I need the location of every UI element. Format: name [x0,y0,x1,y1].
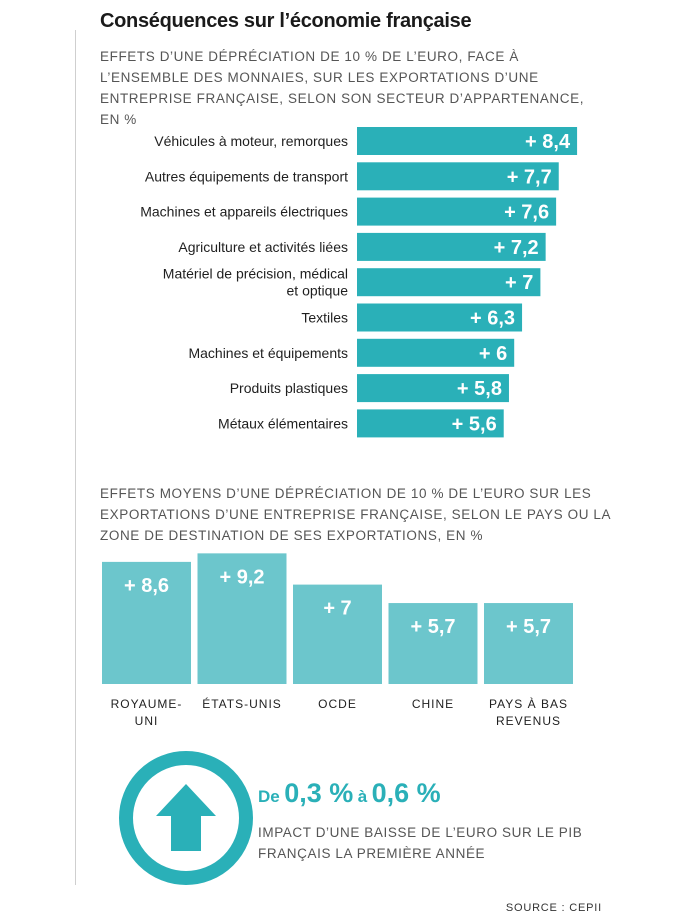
sector-bar-value: + 7,7 [507,166,552,188]
sector-bar-value: + 7,2 [494,237,539,259]
destination-bar-value: + 9,2 [219,566,264,588]
sector-bar-chart: + 8,4 Véhicules à moteur, remorques + 7,7 A… [140,127,578,438]
destination-bar-value: + 5,7 [506,616,551,638]
chart2-subtitle: EFFETS MOYENS D’UNE DÉPRÉCIATION DE 10 %… [100,486,611,543]
impact-low: 0,3 % [284,778,354,808]
sector-label: Métaux élémentaires [218,415,348,431]
sector-bar [357,374,509,403]
chart1-subtitle: EFFETS D’UNE DÉPRÉCIATION DE 10 % DE L’E… [100,49,585,127]
sector-bar [357,127,578,155]
destination-bar [197,553,287,684]
sector-bar [357,232,546,261]
destination-bar-chart: + 8,6 ROYAUME- UNI + 9,2 ÉTATS-UNIS + 7 OCDE + … [102,553,573,728]
destination-label: ROYAUME- [111,697,183,711]
page-title: Conséquences sur l’économie française [100,10,472,32]
destination-label: UNI [135,714,159,728]
impact-caption: IMPACT D’UNE BAISSE DE L’EURO SUR LE PIB… [258,825,583,861]
sector-label: et optique [287,283,349,299]
sector-label: Véhicules à moteur, remorques [154,133,348,149]
sector-label: Agriculture et activités liées [178,239,348,255]
destination-label: REVENUS [496,714,561,728]
sector-bar [357,409,504,438]
sector-label: Produits plastiques [230,380,348,396]
sector-bar [357,303,523,332]
impact-connector: à [357,787,368,806]
destination-label: ÉTATS-UNIS [202,696,282,711]
sector-label: Machines et équipements [188,345,348,361]
impact-prefix: De [258,787,280,806]
destination-bar-value: + 7 [323,598,351,620]
impact-high: 0,6 % [371,778,441,808]
destination-bar [102,561,191,684]
sector-label: Machines et appareils électriques [140,204,348,220]
sector-bar-value: + 6 [479,343,507,365]
destination-bar [484,603,573,684]
destination-bar [388,603,478,684]
sector-bar-value: + 8,4 [525,131,571,153]
sector-label: Textiles [301,310,348,326]
sector-bar-value: + 6,3 [470,308,515,330]
destination-label: OCDE [318,697,357,711]
sector-bar [357,268,541,297]
impact-range: De 0,3 % à 0,6 % [258,778,441,809]
sector-bar-value: + 5,6 [452,413,497,435]
sector-bar [357,338,515,367]
sector-bar [357,162,559,191]
left-rule [75,30,76,885]
destination-bar-value: + 8,6 [124,575,169,597]
sector-label: Matériel de précision, médical [163,266,348,282]
sector-bar-value: + 5,8 [457,378,502,400]
destination-bar-value: + 5,7 [410,616,455,638]
destination-label: CHINE [412,697,454,711]
sector-bar [357,197,557,226]
source-credit: SOURCE : CEPII [505,902,602,914]
destination-label: PAYS À BAS [489,696,568,711]
destination-bar [293,584,382,684]
sector-bar-value: + 7 [505,272,533,294]
up-arrow-circle-icon [119,751,253,885]
sector-label: Autres équipements de transport [145,168,348,184]
sector-bar-value: + 7,6 [504,202,549,224]
